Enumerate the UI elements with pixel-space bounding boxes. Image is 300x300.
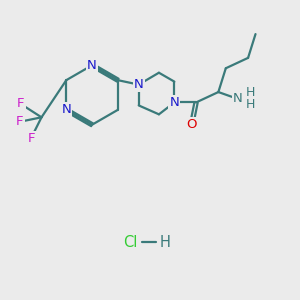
Text: F: F (27, 132, 35, 145)
Text: H: H (245, 86, 255, 99)
Text: F: F (16, 115, 24, 128)
Text: H: H (159, 235, 170, 250)
Text: Cl: Cl (124, 235, 138, 250)
Text: H: H (245, 98, 255, 111)
Text: N: N (169, 96, 179, 109)
Text: N: N (87, 59, 97, 72)
Text: N: N (134, 78, 144, 91)
Text: O: O (186, 118, 197, 131)
Text: F: F (17, 98, 25, 110)
Text: N: N (61, 103, 71, 116)
Text: N: N (233, 92, 243, 105)
